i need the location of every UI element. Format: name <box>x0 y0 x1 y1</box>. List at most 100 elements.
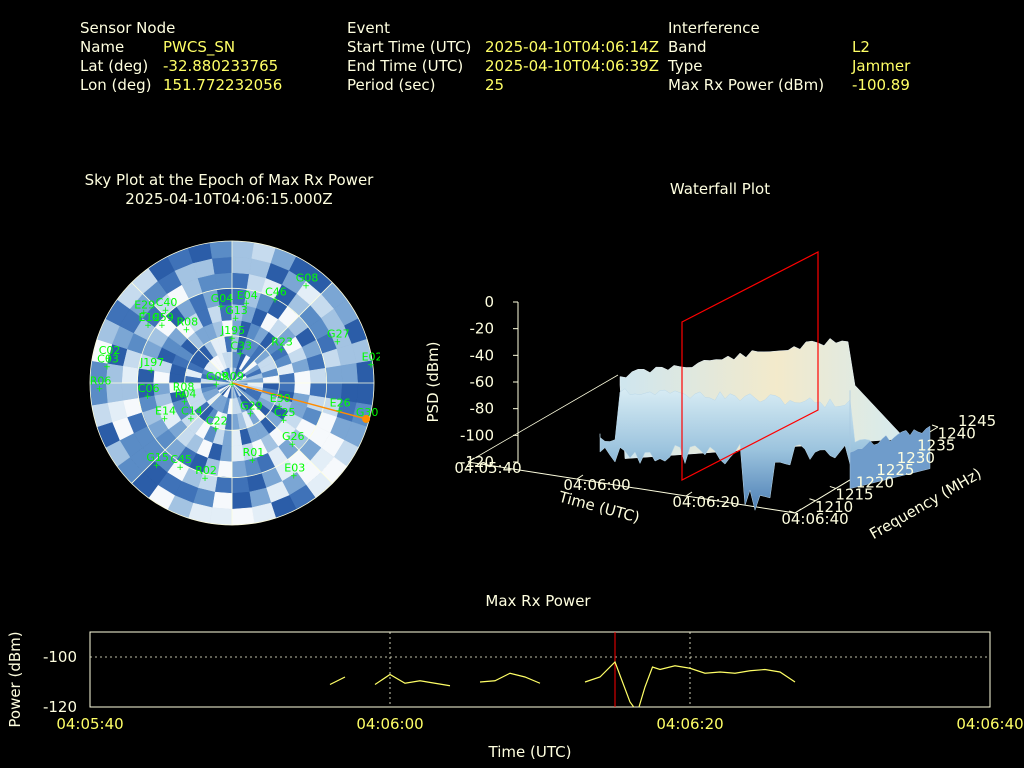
interference-heading: Interference <box>668 19 760 37</box>
skyplot-tile <box>356 382 375 406</box>
power-series-line <box>374 673 451 687</box>
skyplot-axis-diagonal <box>231 382 333 484</box>
skyplot-title: Sky Plot at the Epoch of Max Rx Power <box>84 171 374 189</box>
event-period-value: 25 <box>485 76 505 94</box>
waterfall-cut-plane-outline <box>681 251 819 481</box>
power-plot-border <box>89 631 991 708</box>
skyplot-sat-label: R04 <box>175 387 197 400</box>
waterfall-z-tick-label: -80 <box>470 400 495 418</box>
skyplot-sat-label: R08 <box>173 380 195 393</box>
sensor-lon-value: 151.772232056 <box>163 76 283 94</box>
skyplot-sat-marker: + <box>105 354 113 364</box>
interference-power-value: -100.89 <box>852 76 910 94</box>
waterfall-freq-tick <box>809 498 816 502</box>
event-period-label: Period (sec) <box>347 76 436 94</box>
skyplot-sat-marker: + <box>162 306 170 316</box>
power-y-label: Power (dBm) <box>6 631 24 727</box>
skyplot-satellites: +J195+G08+C46+G13+E04+G04+E29 +C40+E19+C5… <box>90 272 380 484</box>
skyplot-tile <box>231 460 248 478</box>
skyplot-event-bearing <box>231 382 367 420</box>
sensor-name-value: PWCS_SN <box>163 38 236 56</box>
skyplot-sat-label: R02 <box>195 464 217 477</box>
skyplot-tile <box>211 256 233 275</box>
skyplot-sat-label: C33 <box>230 340 252 353</box>
waterfall-z-tick-label: -100 <box>460 426 494 444</box>
skyplot-sat-label: G29 <box>240 399 263 412</box>
event-end-value: 2025-04-10T04:06:39Z <box>485 57 659 75</box>
skyplot-sat-label: G15 <box>146 451 169 464</box>
skyplot-tile <box>209 507 233 526</box>
waterfall-freq-tick-label: 1220 <box>856 473 894 491</box>
skyplot-sat-label: R06 <box>90 375 112 388</box>
waterfall-time-axis <box>467 461 796 514</box>
skyplot-axis-diagonal <box>131 282 233 384</box>
skyplot-chart: +J195+G08+C46+G13+E04+G04+E29 +C40+E19+C5… <box>89 240 380 526</box>
skyplot-axis-diagonal <box>231 282 333 384</box>
skyplot-sat-marker: + <box>181 397 189 407</box>
skyplot-sat-marker: + <box>275 402 283 412</box>
skyplot-sat-label: C02 <box>99 344 121 357</box>
skyplot-sat-marker: + <box>161 414 169 424</box>
skyplot-sat-marker: + <box>144 392 152 402</box>
skyplot-tile <box>231 240 255 259</box>
sensor-lat-value: -32.880233765 <box>163 57 279 75</box>
waterfall-time-tick <box>794 508 802 514</box>
power-series-line <box>584 660 796 707</box>
event-heading: Event <box>347 19 390 37</box>
power-title: Max Rx Power <box>485 592 591 610</box>
power-y-tick-label: -120 <box>43 698 77 716</box>
sensor-lon-label: Lon (deg) <box>80 76 152 94</box>
skyplot-sat-marker: + <box>158 321 166 331</box>
skyplot-sat-marker: + <box>277 346 285 356</box>
skyplot-sat-marker: + <box>280 416 288 426</box>
skyplot-sat-marker: + <box>153 461 161 471</box>
skyplot-sat-label: C03 <box>97 352 119 365</box>
power-x-tick-label: 04:05:40 <box>56 715 123 733</box>
skyplot-sat-label: G26 <box>282 430 305 443</box>
skyplot-event-marker <box>362 414 371 423</box>
skyplot-sat-marker: + <box>212 380 220 390</box>
event-start-label: Start Time (UTC) <box>347 38 472 56</box>
interference-type-value: Jammer <box>852 57 911 75</box>
waterfall-right-skirt <box>849 390 931 489</box>
skyplot-tile <box>209 240 233 259</box>
waterfall-freq-tick-label: 1245 <box>958 412 996 430</box>
skyplot-sat-marker: + <box>228 380 236 390</box>
skyplot-sat-marker: + <box>140 309 148 319</box>
skyplot-sat-label: C46 <box>265 286 287 299</box>
skyplot-tile <box>231 507 255 526</box>
skyplot-sat-label: E04 <box>237 289 258 302</box>
waterfall-surface <box>599 338 931 512</box>
skyplot-sat-marker: + <box>96 385 104 395</box>
waterfall-time-tick-label: 04:06:40 <box>781 510 848 528</box>
waterfall-time-tick <box>685 491 693 497</box>
skyplot-sat-marker: + <box>302 282 310 292</box>
skyplot-tile <box>231 491 253 510</box>
skyplot-sat-label: E03 <box>284 462 305 475</box>
skyplot-sat-marker: + <box>176 463 184 473</box>
skyplot-sat-label: G09 <box>206 370 229 383</box>
waterfall-chart: 0 -20 -40 -60 -80 -100 -120 PSD (dBm) 04:05:40 04… <box>424 251 996 540</box>
waterfall-freq-tick-label: 1215 <box>835 486 873 504</box>
waterfall-freq-tick-label: 1230 <box>897 449 935 467</box>
skyplot-sat-marker: + <box>217 302 225 312</box>
power-x-tick-label: 04:06:40 <box>956 715 1023 733</box>
skyplot-sat-label: R09 <box>222 370 244 383</box>
skyplot-sat-marker: + <box>144 321 152 331</box>
skyplot-axis-diagonal <box>131 382 233 484</box>
waterfall-freq-tick-label: 1225 <box>876 461 914 479</box>
skyplot-sat-label: J195 <box>220 324 245 337</box>
interference-band-value: L2 <box>852 38 870 56</box>
skyplot-sat-label: G08 <box>296 272 319 285</box>
skyplot-tile <box>214 272 233 290</box>
skyplot-sat-marker: + <box>147 366 155 376</box>
sensor-name-label: Name <box>80 38 125 56</box>
skyplot-tile <box>294 370 312 384</box>
skyplot-sat-label: C40 <box>156 296 178 309</box>
skyplot-tile <box>309 367 327 384</box>
skyplot-subtitle: 2025-04-10T04:06:15.000Z <box>125 190 333 208</box>
skyplot-sat-marker: + <box>187 414 195 424</box>
skyplot-sat-label: C14 <box>181 404 203 417</box>
